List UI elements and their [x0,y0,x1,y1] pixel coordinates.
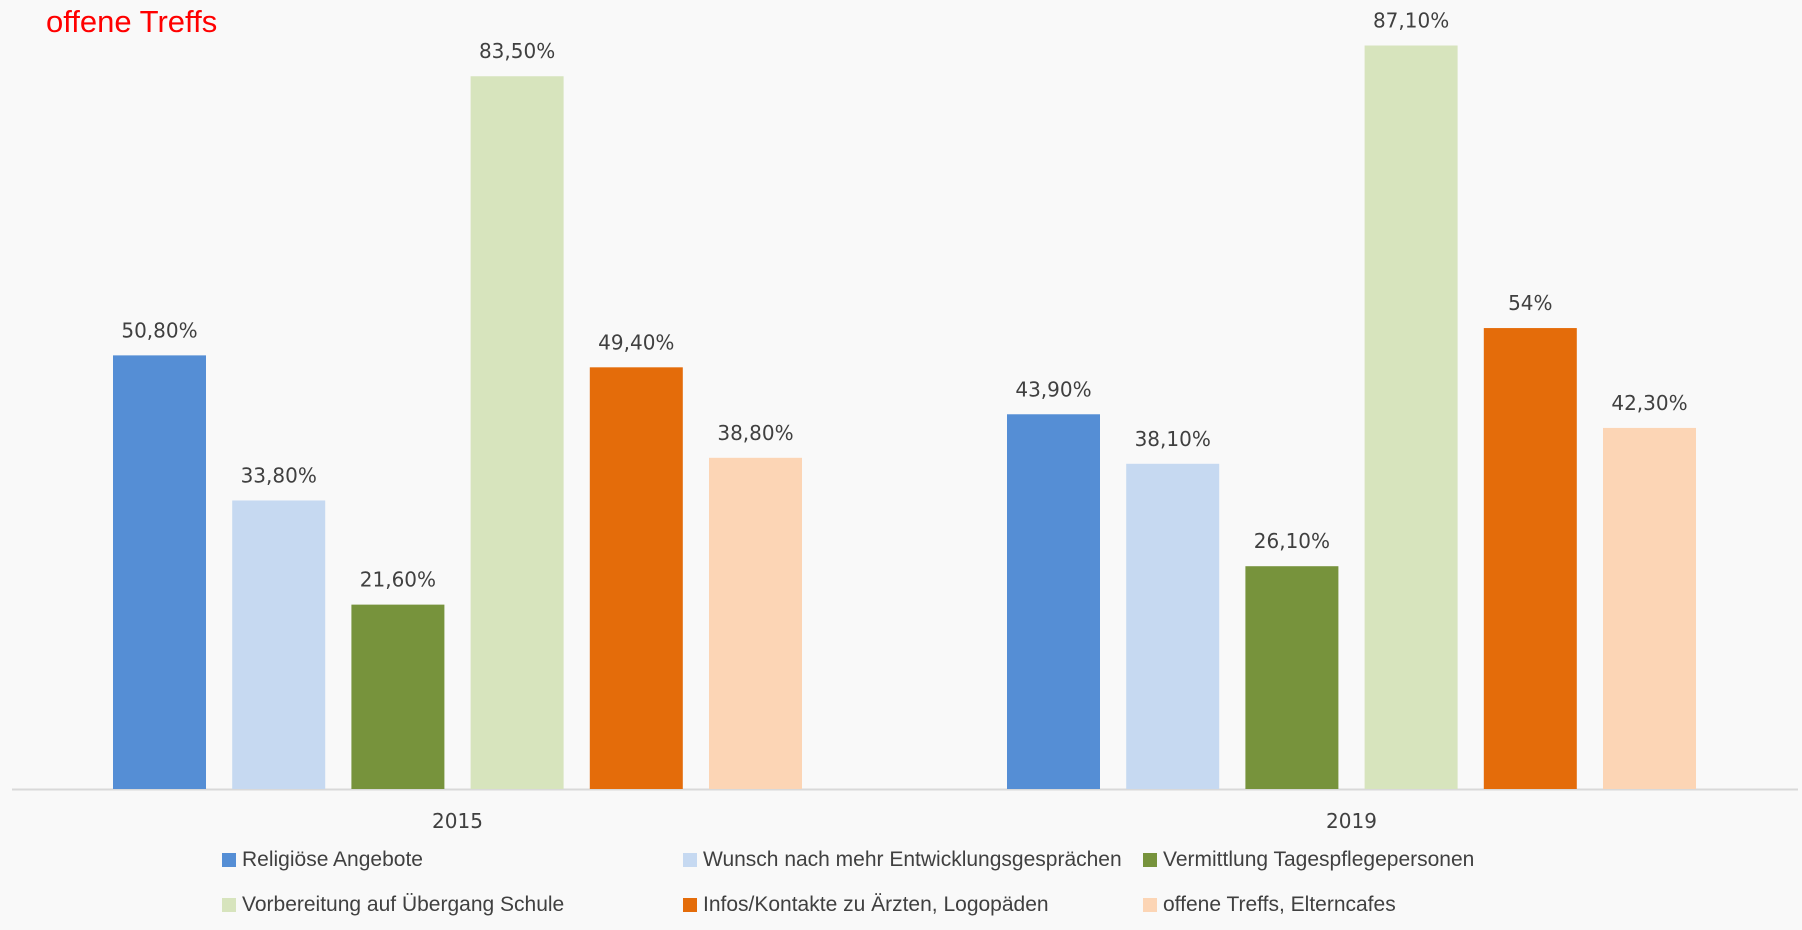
legend-label-5: Infos/Kontakte zu Ärzten, Logopäden [703,893,1049,916]
bar-2015-1 [113,355,206,789]
data-label-2015-1: 50,80% [121,318,197,342]
bar-2019-2 [1126,463,1220,789]
bar-2015-5 [589,367,683,789]
legend-item-3: Vermittlung Tagespflegepersonen [1143,848,1474,872]
data-label-2019-3: 26,10% [1254,529,1330,553]
legend-label-4: Vorbereitung auf Übergang Schule [242,893,565,916]
bar-2019-4 [1364,45,1458,789]
legend-swatch-3 [1143,853,1157,867]
data-label-2015-5: 49,40% [598,330,674,354]
legend-swatch-5 [683,898,697,912]
bar-2019-1 [1007,414,1100,789]
legend-swatch-2 [683,853,697,867]
data-label-2015-2: 33,80% [241,463,317,487]
legend-item-5: Infos/Kontakte zu Ärzten, Logopäden [683,893,1049,917]
x-tick-label-2015: 2015 [432,809,483,833]
legend-label-3: Vermittlung Tagespflegepersonen [1163,848,1475,871]
data-label-2019-2: 38,10% [1135,427,1211,451]
data-label-2019-4: 87,10% [1373,9,1449,33]
legend-label-1: Religiöse Angebote [242,848,423,871]
data-label-2015-4: 83,50% [479,39,555,63]
x-tick-label-2019: 2019 [1326,809,1377,833]
data-label-2019-5: 54% [1508,291,1552,315]
data-label-2019-1: 43,90% [1015,377,1091,401]
data-label-2015-6: 38,80% [717,421,793,445]
legend-label-2: Wunsch nach mehr Entwicklungsgesprächen [703,848,1122,871]
bar-2015-4 [470,76,564,789]
bar-2019-5 [1483,328,1577,789]
data-label-2019-6: 42,30% [1611,391,1687,415]
bar-2019-6 [1603,427,1696,789]
legend-swatch-4 [222,898,236,912]
legend-item-1: Religiöse Angebote [222,848,423,872]
bar-2015-3 [351,604,445,789]
bar-2015-6 [709,457,802,789]
bar-2015-2 [232,500,326,789]
data-label-2015-3: 21,60% [360,568,436,592]
chart-title-fragment: offene Treffs [46,4,218,39]
legend-label-6: offene Treffs, Elterncafes [1163,893,1396,916]
legend-swatch-1 [222,853,236,867]
bar-2019-3 [1245,566,1339,789]
legend-item-2: Wunsch nach mehr Entwicklungsgesprächen [683,848,1122,872]
legend-item-6: offene Treffs, Elterncafes [1143,893,1396,917]
legend-swatch-6 [1143,898,1157,912]
legend-item-4: Vorbereitung auf Übergang Schule [222,893,564,917]
